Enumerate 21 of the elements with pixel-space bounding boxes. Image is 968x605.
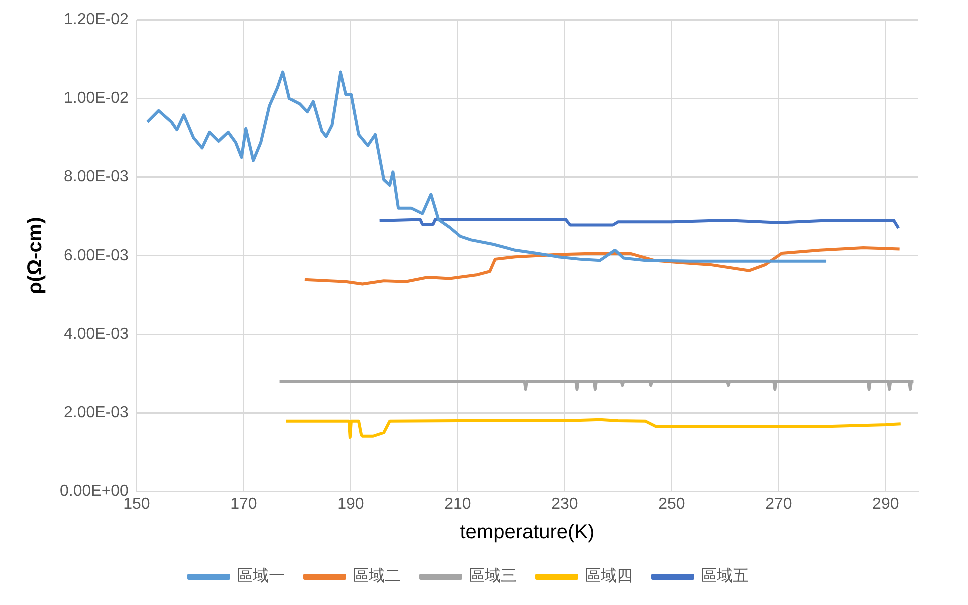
x-tick-label: 250 — [658, 496, 686, 513]
y-tick-label: 4.00E-03 — [64, 326, 130, 343]
x-tick-label: 170 — [230, 496, 258, 513]
legend-label: 區域四 — [585, 566, 633, 586]
y-tick-label: 8.00E-03 — [64, 168, 130, 186]
x-tick-label: 230 — [552, 496, 578, 513]
x-tick-label: 290 — [872, 496, 900, 513]
x-tick-label: 190 — [338, 496, 364, 513]
y-tick-label: 6.00E-03 — [64, 247, 130, 264]
legend-label: 區域五 — [701, 566, 749, 586]
x-tick-label: 150 — [124, 496, 150, 513]
x-tick-label: 270 — [766, 496, 792, 513]
legend-label: 區域二 — [353, 566, 401, 586]
legend-label: 區域三 — [469, 566, 517, 586]
y-tick-label: 2.00E-03 — [64, 404, 130, 422]
y-tick-label: 1.00E-02 — [64, 90, 130, 108]
x-tick-label: 210 — [444, 496, 472, 513]
legend-label: 區域一 — [237, 566, 285, 586]
x-axis-title: temperature(K) — [460, 522, 595, 544]
y-tick-label: 1.20E-02 — [64, 11, 130, 28]
y-axis-title: ρ(Ω-cm) — [24, 217, 47, 295]
